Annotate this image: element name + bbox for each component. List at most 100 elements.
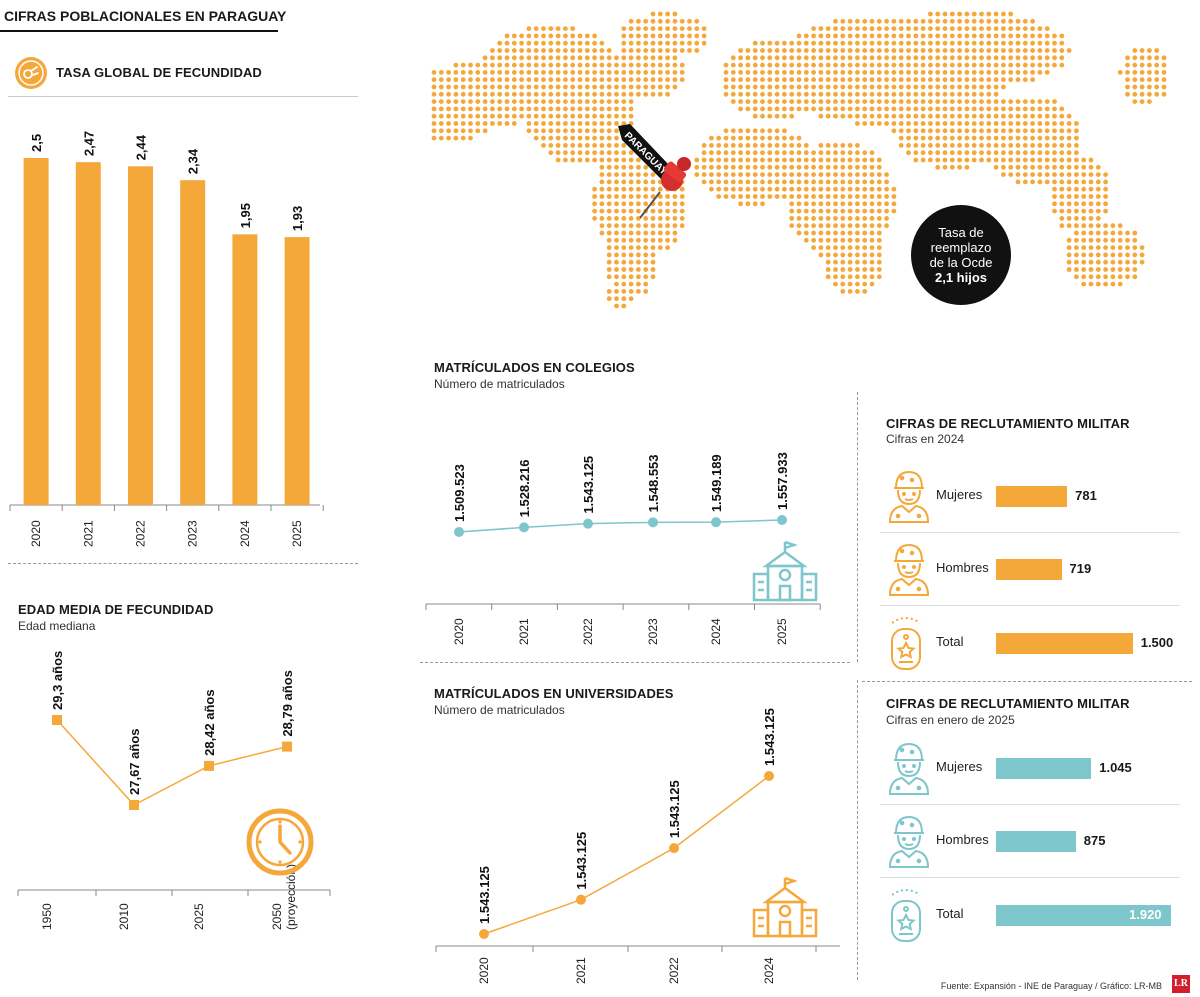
map-dot [701,164,707,170]
map-dot [862,164,868,170]
map-dot [906,33,911,39]
map-dot [665,201,670,207]
map-dot [920,62,926,68]
map-dot [971,99,977,104]
map-dot [964,135,970,141]
map-dot [606,121,612,126]
map-dot [767,135,773,141]
map-dot [1059,55,1065,61]
colegios-tick-label: 2023 [646,618,660,645]
colegios-point [583,518,593,529]
map-dot [884,106,889,112]
map-dot [526,77,532,83]
map-dot [570,128,576,134]
map-dot [541,135,546,141]
map-dot [1052,179,1057,185]
map-dot [1059,157,1065,163]
map-dot [621,99,627,104]
map-dot [614,267,619,272]
map-dot [796,179,802,185]
map-dot [752,70,758,75]
map-dot [511,33,517,39]
map-dot [862,230,868,236]
map-dot [891,121,897,126]
map-dot [840,33,846,39]
map-dot [752,135,758,141]
map-dot [1074,245,1079,251]
map-dot [1001,77,1006,83]
map-dot [920,157,926,163]
map-dot [986,143,992,148]
map-dot [782,84,787,90]
map-dot [541,91,546,97]
map-dot [431,84,437,90]
map-dot [891,26,897,31]
map-dot [825,259,831,265]
map-dot [1044,150,1050,156]
map-dot [906,106,911,112]
map-dot [1037,55,1043,61]
map-dot [971,40,977,46]
map-dot [847,194,853,199]
map-dot [971,113,977,119]
map-dot [906,143,911,148]
map-dot [584,62,590,68]
map-dot [1154,48,1160,53]
map-dot [701,33,707,39]
map-dot [818,179,824,185]
map-dot [1081,216,1087,221]
map-dot [752,106,758,112]
map-dot [752,84,758,90]
map-dot [606,48,612,53]
map-dot [752,40,758,46]
map-dot [986,48,992,53]
map-dot [840,237,846,243]
map-dot [606,164,612,170]
map-dot [818,164,824,170]
map-dot [745,143,751,148]
map-dot [825,230,831,236]
school-icon [752,540,818,602]
map-dot [1154,77,1160,83]
map-dot [614,289,619,294]
map-dot [942,55,948,61]
map-dot [840,274,846,280]
map-dot [825,237,831,243]
map-dot [643,281,649,287]
map-dot [847,26,853,31]
map-dot [957,55,962,61]
map-dot [1044,172,1050,178]
map-dot [460,128,466,134]
map-dot [475,62,481,68]
map-dot [672,230,678,236]
map-dot [657,84,663,90]
clock-icon [246,808,314,876]
map-dot [979,157,984,163]
edad-point [282,741,292,752]
map-dot [1125,55,1130,61]
map-dot [482,121,488,126]
map-dot [833,216,838,221]
universidades-subtitle: Número de matriculados [434,703,565,717]
map-dot [745,106,751,112]
map-dot [548,121,554,126]
map-dot [621,40,627,46]
map-dot [935,164,941,170]
map-dot [811,194,816,199]
map-dot [1066,113,1072,119]
map-dot [825,40,831,46]
map-dot [986,128,992,134]
map-dot [767,91,773,97]
map-dot [928,11,933,17]
map-dot [1139,70,1145,75]
map-dot [650,33,656,39]
map-dot [811,179,816,185]
map-dot [869,33,875,39]
map-dot [519,62,524,68]
map-dot [592,128,597,134]
mil-value-label: 781 [1075,488,1097,503]
map-dot [592,84,597,90]
map-dot [840,99,846,104]
map-dot [628,230,634,236]
map-dot [636,62,641,68]
